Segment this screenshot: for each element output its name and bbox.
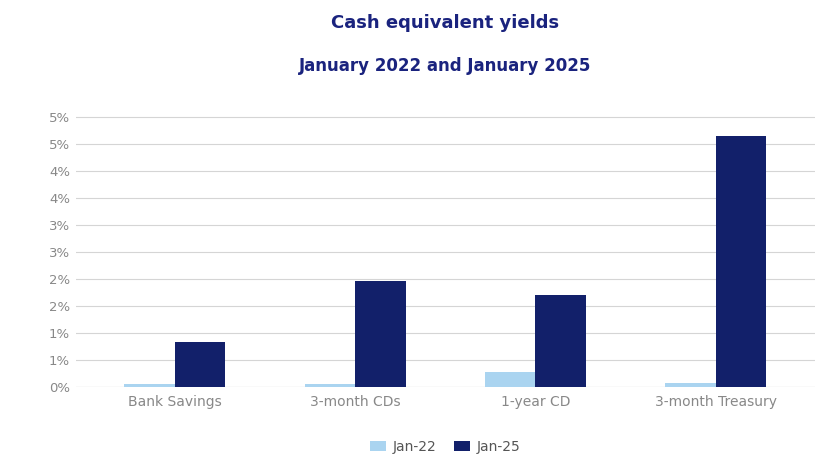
- Legend: Jan-22, Jan-25: Jan-22, Jan-25: [364, 434, 527, 459]
- Bar: [716, 135, 766, 387]
- Bar: [485, 372, 535, 387]
- Text: January 2022 and January 2025: January 2022 and January 2025: [299, 57, 591, 75]
- Bar: [305, 384, 355, 387]
- Text: Cash equivalent yields: Cash equivalent yields: [331, 14, 559, 32]
- Bar: [355, 281, 406, 387]
- Bar: [665, 383, 716, 387]
- Bar: [175, 342, 225, 387]
- Bar: [124, 384, 175, 387]
- Bar: [535, 295, 585, 387]
